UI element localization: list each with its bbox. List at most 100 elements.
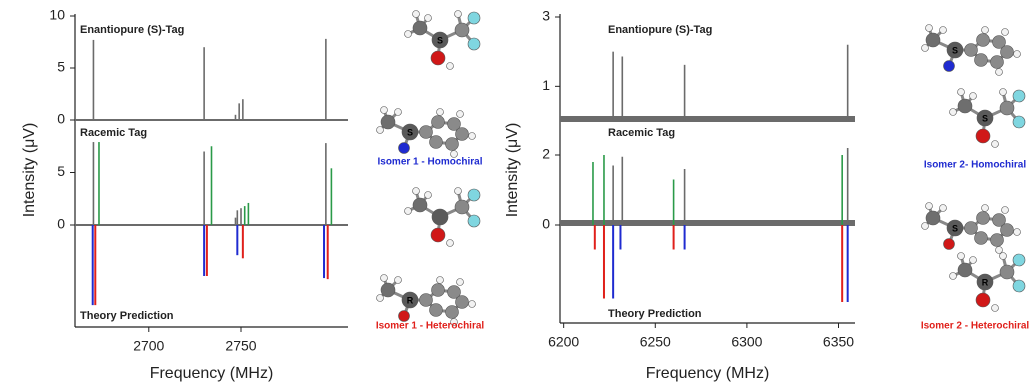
figure: 2700 2750 Frequency (MHz) Intensity (μV) 0 5 1…: [0, 0, 1035, 385]
atom: [970, 257, 977, 264]
atom: [456, 128, 469, 141]
atom: [926, 33, 940, 47]
atom: [405, 31, 412, 38]
atom: [377, 295, 384, 302]
y-tick-label: 10: [49, 7, 65, 23]
x-tick-label: 6200: [548, 334, 579, 350]
atom: [446, 306, 459, 319]
y-tick-label: 1: [542, 77, 550, 93]
atom: [456, 296, 469, 309]
atom: [455, 11, 462, 18]
atom: [975, 232, 988, 245]
atom-label: R: [407, 295, 414, 305]
atom: [992, 141, 999, 148]
atom: [413, 198, 427, 212]
isomer-caption: Isomer 1 - Homochiral: [377, 157, 482, 168]
panel-label: Racemic Tag: [80, 127, 147, 139]
molecule: S: [377, 107, 476, 158]
atom: [926, 203, 933, 210]
atom: [1000, 101, 1014, 115]
atom: [958, 99, 972, 113]
atom: [1013, 90, 1025, 102]
atom: [977, 212, 990, 225]
y-tick-label: 5: [57, 163, 65, 179]
molecule: R: [377, 275, 476, 326]
molecule: S: [405, 11, 481, 70]
y-axis-label: Intensity (μV): [21, 123, 38, 218]
atom: [996, 247, 1003, 254]
atom: [958, 263, 972, 277]
atom: [1013, 280, 1025, 292]
atom: [455, 200, 469, 214]
x-tick-label: 2700: [133, 338, 164, 354]
atom: [975, 54, 988, 67]
x-tick-label: 6300: [731, 334, 762, 350]
atom: [1002, 207, 1009, 214]
atom: [405, 208, 412, 215]
atom: [976, 293, 990, 307]
atom: [970, 93, 977, 100]
atom: [1002, 29, 1009, 36]
atom: [944, 239, 955, 250]
atom: [940, 27, 947, 34]
panel-label: Enantiopure (S)-Tag: [608, 24, 712, 36]
atom: [425, 192, 432, 199]
isomer-caption: Isomer 2- Homochiral: [924, 160, 1026, 171]
atom: [1014, 51, 1021, 58]
atom: [965, 44, 978, 57]
molecule: R: [950, 253, 1026, 312]
y-tick-label: 0: [542, 216, 550, 232]
atom: [468, 38, 480, 50]
molecule: S: [922, 25, 1021, 76]
atom-label: S: [952, 223, 958, 233]
atom: [982, 205, 989, 212]
atom: [468, 12, 480, 24]
atom: [431, 228, 445, 242]
atom: [413, 11, 420, 18]
atom: [420, 126, 433, 139]
y-tick-label: 0: [57, 111, 65, 127]
atom: [457, 279, 464, 286]
y-tick-label: 2: [542, 146, 550, 162]
atom: [977, 34, 990, 47]
atom: [377, 127, 384, 134]
atom: [432, 116, 445, 129]
atom: [381, 275, 388, 282]
x-axis-label: Frequency (MHz): [150, 365, 274, 382]
molecule: S: [950, 89, 1026, 148]
atom: [926, 211, 940, 225]
atom: [437, 109, 444, 116]
atom: [446, 138, 459, 151]
atom: [940, 205, 947, 212]
molecule: S: [922, 203, 1021, 254]
x-axis-label: Frequency (MHz): [646, 365, 770, 382]
atom: [432, 284, 445, 297]
atom: [455, 23, 469, 37]
atom: [425, 15, 432, 22]
atom: [1000, 265, 1014, 279]
atom: [922, 223, 929, 230]
x-tick-label: 6350: [823, 334, 854, 350]
atom-label: S: [952, 45, 958, 55]
atom: [420, 294, 433, 307]
atom: [469, 301, 476, 308]
atom: [944, 61, 955, 72]
atom: [976, 129, 990, 143]
atom: [447, 240, 454, 247]
y-tick-label: 5: [57, 59, 65, 75]
atom: [437, 277, 444, 284]
atom-label: S: [407, 127, 413, 137]
atom: [413, 188, 420, 195]
x-tick-label: 6250: [640, 334, 671, 350]
x-tick-label: 2750: [225, 338, 256, 354]
atom: [1001, 46, 1014, 59]
atom: [1014, 229, 1021, 236]
isomer-caption: Isomer 2 - Heterochiral: [921, 321, 1030, 332]
atom: [381, 107, 388, 114]
atom: [992, 305, 999, 312]
atom: [413, 21, 427, 35]
atom-label: R: [982, 277, 989, 287]
atom: [431, 51, 445, 65]
atom: [381, 283, 395, 297]
atom: [468, 189, 480, 201]
